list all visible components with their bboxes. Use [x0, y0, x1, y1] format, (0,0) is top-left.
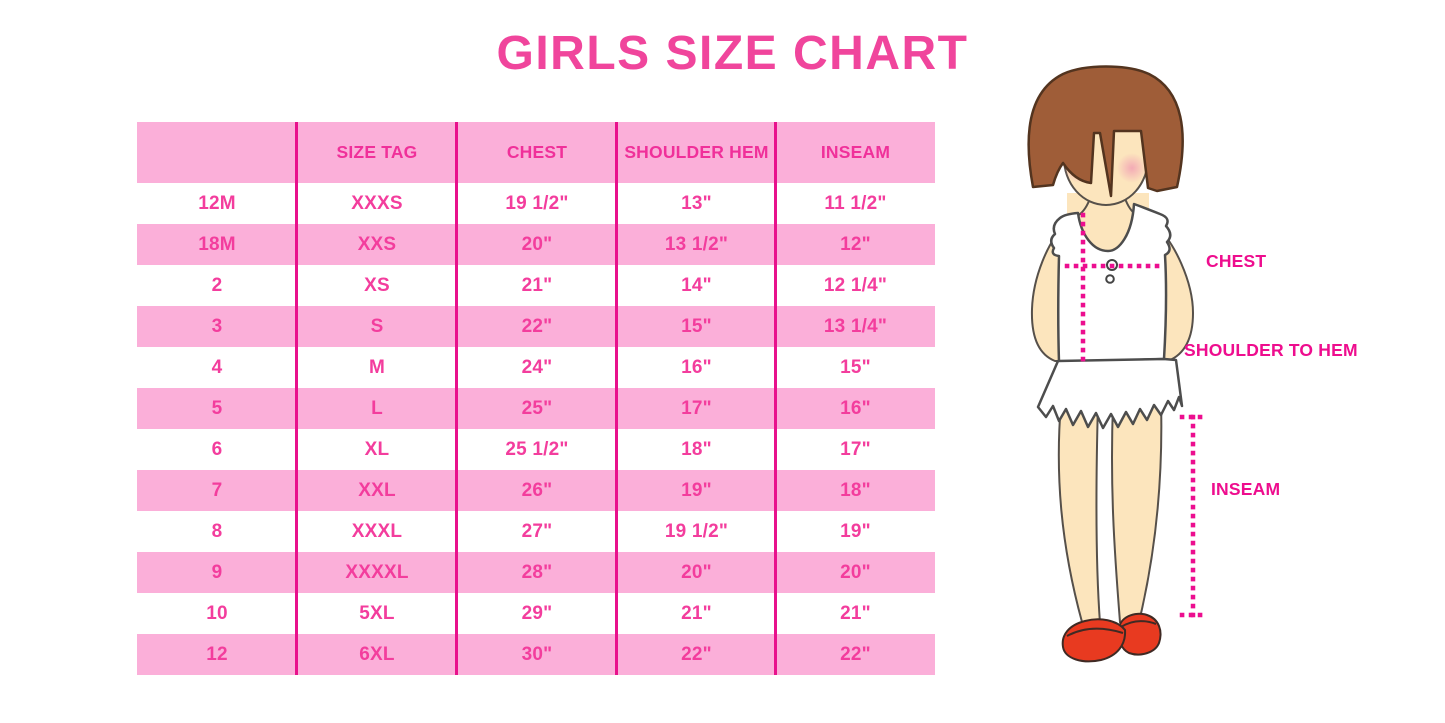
- cell-size-tag: XL: [364, 438, 390, 460]
- hair: [1027, 65, 1184, 198]
- header-cell-size-tag: SIZE TAG: [336, 142, 418, 162]
- table-body: 12M XXXS 19 1/2" 13" 11 1/2" 18M XXS 20"…: [137, 183, 935, 675]
- header-cell-shoulder-hem: SHOULDER HEM: [624, 142, 769, 162]
- girl-illustration: [1027, 65, 1206, 663]
- cell-chest: 25 1/2": [505, 438, 569, 460]
- shoulder-to-hem-label: SHOULDER TO HEM: [1184, 340, 1358, 360]
- cell-chest: 28": [521, 561, 553, 583]
- cell-size-tag: L: [371, 397, 383, 419]
- cell-age-size: 10: [206, 602, 228, 624]
- button-bottom: [1105, 274, 1115, 284]
- cell-age-size: 6: [211, 438, 223, 460]
- table-row: 12M XXXS 19 1/2" 13" 11 1/2": [137, 183, 935, 224]
- cell-size-tag: XXXXL: [345, 561, 409, 583]
- cell-inseam: 12 1/4": [823, 274, 888, 296]
- cell-shoulder-hem: 13 1/2": [664, 233, 729, 255]
- cell-chest: 21": [521, 274, 553, 296]
- blush-right: [1117, 153, 1147, 183]
- table-row: 8 XXXL 27" 19 1/2" 19": [137, 511, 935, 552]
- cell-inseam: 22": [840, 643, 871, 665]
- cell-age-size: 2: [211, 274, 223, 296]
- cell-shoulder-hem: 22": [681, 643, 712, 665]
- cell-chest: 29": [521, 602, 553, 624]
- cell-inseam: 19": [840, 520, 871, 542]
- cell-size-tag: XS: [364, 274, 390, 296]
- cell-inseam: 17": [840, 438, 871, 460]
- column-divider: [455, 122, 458, 675]
- cell-size-tag: M: [368, 356, 386, 378]
- cell-size-tag: XXXS: [351, 192, 403, 214]
- column-divider: [295, 122, 298, 675]
- cell-chest: 30": [521, 643, 553, 665]
- table-row: 5 L 25" 17" 16": [137, 388, 935, 429]
- cell-inseam: 21": [840, 602, 871, 624]
- cell-chest: 22": [521, 315, 553, 337]
- cell-age-size: 3: [211, 315, 223, 337]
- table-row: 7 XXL 26" 19" 18": [137, 470, 935, 511]
- cell-age-size: 8: [211, 520, 223, 542]
- cell-size-tag: S: [370, 315, 384, 337]
- cell-shoulder-hem: 14": [681, 274, 712, 296]
- cell-age-size: 12M: [198, 192, 236, 214]
- table-row: 3 S 22" 15" 13 1/4": [137, 306, 935, 347]
- cell-inseam: 20": [840, 561, 871, 583]
- cell-size-tag: 5XL: [359, 602, 395, 624]
- cell-shoulder-hem: 19": [681, 479, 712, 501]
- cell-size-tag: XXS: [357, 233, 397, 255]
- cell-inseam: 18": [840, 479, 871, 501]
- table-row: 4 M 24" 16" 15": [137, 347, 935, 388]
- shoes: [1061, 612, 1162, 663]
- table-row: 18M XXS 20" 13 1/2" 12": [137, 224, 935, 265]
- measurement-figure: CHEST SHOULDER TO HEM INSEAM: [1005, 55, 1445, 715]
- inseam-label: INSEAM: [1211, 479, 1281, 499]
- skirt: [1036, 357, 1184, 430]
- cell-shoulder-hem: 13": [681, 192, 712, 214]
- size-table: SIZE TAG CHEST SHOULDER HEM INSEAM 12M X…: [137, 122, 935, 675]
- cell-age-size: 9: [211, 561, 223, 583]
- legs: [1057, 399, 1163, 625]
- measurement-lines: [1064, 212, 1206, 618]
- cell-inseam: 13 1/4": [823, 315, 888, 337]
- page-title: GIRLS SIZE CHART: [496, 27, 969, 80]
- cell-inseam: 12": [840, 233, 871, 255]
- cell-age-size: 12: [206, 643, 228, 665]
- cell-shoulder-hem: 18": [681, 438, 712, 460]
- chest-label: CHEST: [1206, 251, 1267, 271]
- table-row: 12 6XL 30" 22" 22": [137, 634, 935, 675]
- column-divider: [615, 122, 618, 675]
- table-row: 6 XL 25 1/2" 18" 17": [137, 429, 935, 470]
- cell-size-tag: XXXL: [351, 520, 403, 542]
- cell-chest: 20": [521, 233, 553, 255]
- cell-age-size: 7: [211, 479, 223, 501]
- cell-age-size: 5: [211, 397, 223, 419]
- cell-shoulder-hem: 15": [681, 315, 712, 337]
- cell-chest: 27": [521, 520, 553, 542]
- cell-shoulder-hem: 16": [681, 356, 712, 378]
- header-cell-chest: CHEST: [506, 142, 568, 162]
- cell-shoulder-hem: 20": [681, 561, 712, 583]
- column-divider: [774, 122, 777, 675]
- header-cell-inseam: INSEAM: [820, 142, 891, 162]
- cell-chest: 24": [521, 356, 553, 378]
- cell-shoulder-hem: 21": [681, 602, 712, 624]
- cell-age-size: 4: [211, 356, 223, 378]
- cell-shoulder-hem: 19 1/2": [664, 520, 729, 542]
- cell-chest: 19 1/2": [505, 192, 569, 214]
- cell-age-size: 18M: [198, 233, 236, 255]
- cell-size-tag: 6XL: [359, 643, 395, 665]
- cell-shoulder-hem: 17": [681, 397, 712, 419]
- table-header-row: SIZE TAG CHEST SHOULDER HEM INSEAM: [137, 122, 935, 183]
- cell-chest: 25": [521, 397, 553, 419]
- cell-inseam: 16": [840, 397, 871, 419]
- table-row: 10 5XL 29" 21" 21": [137, 593, 935, 634]
- cell-inseam: 15": [840, 356, 871, 378]
- header-cell-blank: [137, 122, 297, 183]
- cell-chest: 26": [521, 479, 553, 501]
- cell-inseam: 11 1/2": [824, 192, 887, 214]
- table-row: 2 XS 21" 14" 12 1/4": [137, 265, 935, 306]
- table-row: 9 XXXXL 28" 20" 20": [137, 552, 935, 593]
- cell-size-tag: XXL: [358, 479, 396, 501]
